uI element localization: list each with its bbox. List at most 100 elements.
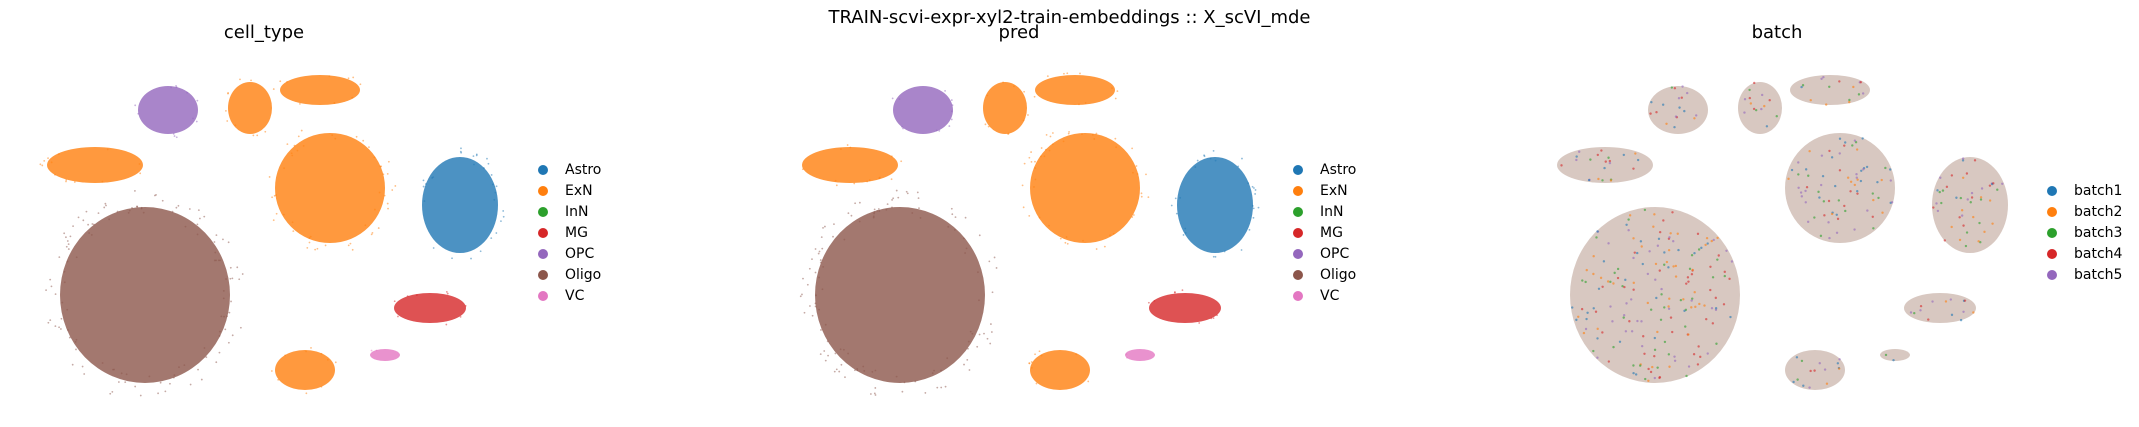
scatter-point xyxy=(1660,287,1663,291)
scatter-point xyxy=(1859,179,1863,183)
scatter-point xyxy=(1646,272,1650,276)
scatter-point xyxy=(60,317,63,320)
scatter-point xyxy=(226,315,228,318)
scatter-point xyxy=(1860,169,1863,172)
scatter-point xyxy=(963,363,965,366)
scatter-point xyxy=(445,290,448,293)
scatter-point xyxy=(914,380,917,383)
scatter-point xyxy=(1959,318,1963,322)
scatter-point xyxy=(169,382,171,385)
scatter-point xyxy=(891,206,893,209)
scatter-point xyxy=(1632,364,1635,367)
scatter-point xyxy=(1674,264,1678,268)
scatter-point xyxy=(1632,288,1635,291)
scatter-point xyxy=(305,350,307,353)
scatter-point xyxy=(125,373,128,376)
scatter-point xyxy=(1606,280,1610,283)
scatter-point xyxy=(1836,217,1840,221)
scatter-point xyxy=(487,162,490,165)
legend-item: OPC xyxy=(1293,243,1356,264)
scatter-point xyxy=(1871,215,1874,218)
scatter-point xyxy=(874,369,877,372)
scatter-point xyxy=(334,361,337,364)
scatter-point xyxy=(59,328,62,330)
scatter-point xyxy=(1856,192,1859,195)
scatter-point xyxy=(1683,309,1686,313)
scatter-point xyxy=(814,248,817,250)
scatter-point xyxy=(1640,320,1643,323)
scatter-point xyxy=(1612,345,1615,349)
scatter-point xyxy=(1091,133,1094,136)
scatter-point xyxy=(1667,248,1671,252)
scatter-point xyxy=(1045,134,1048,136)
scatter-point xyxy=(1653,354,1656,358)
scatter-point xyxy=(1023,162,1026,165)
scatter-point xyxy=(1649,112,1652,115)
scatter-point xyxy=(840,363,843,366)
scatter-point xyxy=(349,242,352,245)
scatter-point xyxy=(1662,219,1665,222)
scatter-point xyxy=(1670,86,1674,89)
scatter-point xyxy=(890,178,893,181)
scatter-point xyxy=(1958,238,1962,242)
scatter-point xyxy=(1965,231,1969,234)
scatter-point xyxy=(1654,278,1657,281)
scatter-point xyxy=(898,98,901,100)
scatter-point xyxy=(967,340,970,343)
scatter-point xyxy=(1580,307,1584,311)
panel-title: batch xyxy=(1751,22,1803,43)
scatter-point xyxy=(1663,306,1666,309)
scatter-point xyxy=(65,179,68,181)
scatter-point xyxy=(1848,98,1851,102)
legend-label: MG xyxy=(565,224,588,241)
scatter-point xyxy=(1655,110,1658,114)
scatter-point xyxy=(1849,180,1853,184)
scatter-point xyxy=(1687,333,1690,336)
scatter-point xyxy=(1599,276,1603,280)
scatter-point xyxy=(1577,315,1580,318)
scatter-point xyxy=(1667,266,1670,269)
scatter-point xyxy=(1688,267,1692,271)
scatter-point xyxy=(1594,310,1598,313)
scatter-point xyxy=(1147,301,1150,304)
scatter-point xyxy=(1722,303,1726,306)
scatter-point xyxy=(1706,352,1709,355)
scatter-point xyxy=(853,182,856,185)
scatter-point xyxy=(1210,317,1213,320)
scatter-point xyxy=(1034,353,1036,356)
scatter-point xyxy=(1613,271,1616,275)
scatter-point xyxy=(1962,310,1965,313)
scatter-point xyxy=(1665,122,1668,125)
scatter-point xyxy=(1034,167,1037,170)
scatter-point xyxy=(106,148,109,151)
scatter-point xyxy=(1597,287,1601,290)
scatter-point xyxy=(331,134,334,137)
scatter-point xyxy=(1649,308,1653,311)
scatter-point xyxy=(903,381,906,384)
scatter-point xyxy=(1596,327,1599,331)
scatter-point xyxy=(49,278,52,281)
scatter-point xyxy=(333,102,336,104)
scatter-point xyxy=(1248,228,1251,231)
scatter-point xyxy=(328,75,331,78)
scatter-point xyxy=(1575,155,1578,158)
scatter-point xyxy=(1254,189,1257,191)
scatter-point xyxy=(316,247,319,250)
scatter-point xyxy=(826,340,829,343)
scatter-point xyxy=(1601,285,1604,288)
scatter-point xyxy=(814,271,817,274)
scatter-point xyxy=(502,215,505,218)
scatter-point xyxy=(1592,255,1595,258)
scatter-point xyxy=(286,143,289,146)
scatter-point xyxy=(218,330,221,333)
legend-marker xyxy=(2047,248,2057,259)
scatter-point xyxy=(120,372,123,375)
scatter-point xyxy=(1696,232,1700,236)
scatter-point xyxy=(1064,241,1067,244)
scatter-point xyxy=(1712,238,1715,242)
scatter-point xyxy=(834,352,837,355)
scatter-point xyxy=(1198,322,1201,324)
scatter-point xyxy=(1684,325,1687,328)
scatter-point xyxy=(1095,132,1098,135)
scatter-point xyxy=(1623,285,1626,289)
